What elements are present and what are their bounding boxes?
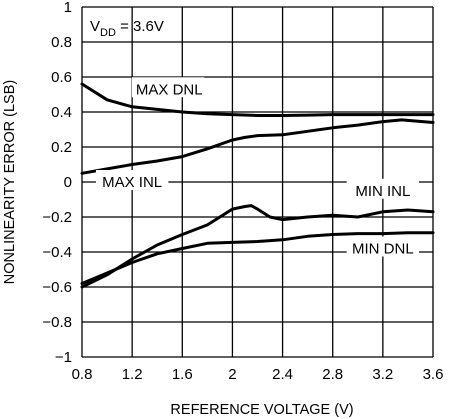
- annotation-min-inl: MIN INL: [355, 183, 410, 200]
- x-tick-label: 2.4: [272, 366, 293, 383]
- y-tick-label: −0.6: [42, 279, 72, 296]
- condition-label: VDD = 3.6V: [90, 18, 164, 39]
- series-layer: [80, 82, 435, 289]
- y-tick-label: 0.8: [51, 34, 72, 51]
- y-tick-label: −1: [55, 349, 72, 366]
- x-tick-label: 1.6: [172, 366, 193, 383]
- x-tick-label: 2.8: [322, 366, 343, 383]
- annotation-max-dnl: MAX DNL: [136, 81, 203, 98]
- y-tick-label: −0.8: [42, 314, 72, 331]
- series-line-min-dnl: [80, 231, 435, 285]
- y-tick-label: −0.4: [42, 244, 72, 261]
- y-tick-label: −0.2: [42, 209, 72, 226]
- annotation-bg: [131, 77, 205, 98]
- y-tick-label: 0.6: [51, 69, 72, 86]
- tick-labels: 0.8 1.2 1.6 2 2.4 2.8 3.2 3.6 1 0.8 0.6 0.4 0.2 0 −0.2…: [42, 0, 443, 383]
- y-axis-title: NONLINEARITY ERROR (LSB): [2, 80, 18, 284]
- annotation-bg: [346, 236, 420, 257]
- x-tick-label: 1.2: [122, 366, 143, 383]
- series-line-min-inl: [80, 204, 435, 289]
- x-tick-label: 3.2: [372, 366, 393, 383]
- y-tick-label: 0: [64, 174, 72, 191]
- x-tick-label: 3.6: [423, 366, 444, 383]
- x-axis-title: REFERENCE VOLTAGE (V): [170, 402, 353, 418]
- series-line-max-dnl: [80, 82, 435, 117]
- annotation-min-dnl: MIN DNL: [352, 241, 414, 258]
- annotation-bg: [95, 170, 169, 190]
- annotation-max-inl: MAX INL: [102, 174, 162, 191]
- y-tick-label: 0.2: [51, 139, 72, 156]
- series-line-max-inl: [80, 118, 435, 175]
- annotations: MAX DNL MAX INL MIN INL MIN DNL: [95, 77, 420, 258]
- y-tick-label: 1: [64, 0, 72, 16]
- y-tick-label: 0.4: [51, 104, 72, 121]
- annotation-bg: [346, 178, 420, 199]
- x-tick-label: 0.8: [72, 366, 93, 383]
- x-tick-label: 2: [228, 366, 236, 383]
